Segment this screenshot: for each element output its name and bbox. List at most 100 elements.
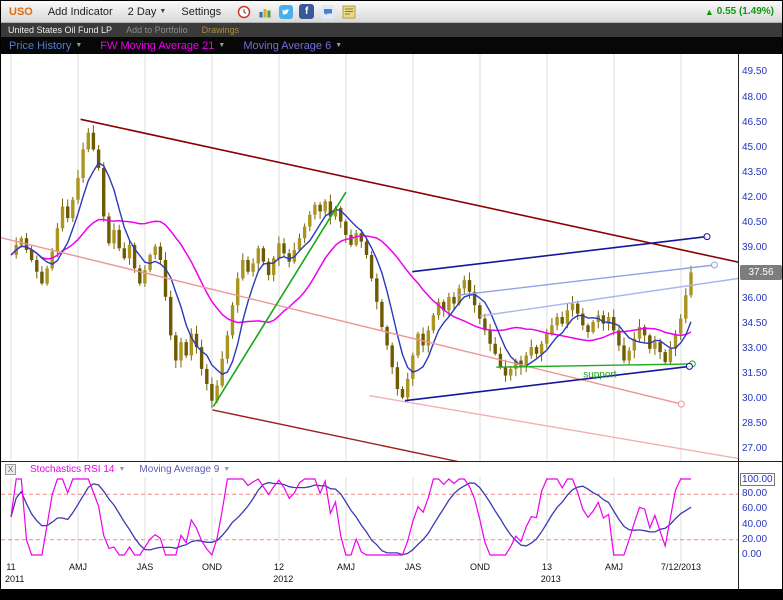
candle-body <box>354 233 358 245</box>
candle-body <box>565 310 570 324</box>
candle-body <box>122 248 126 259</box>
x-axis-label: 7/12/2013 <box>660 562 701 572</box>
fan-line-lightblue-1[interactable] <box>457 264 715 296</box>
chat-icon[interactable] <box>320 4 335 19</box>
channel-mid-pink-line[interactable] <box>1 234 682 405</box>
period-dropdown[interactable]: 2 Day ▼ <box>128 6 167 18</box>
candle-body <box>127 244 132 259</box>
trendline-blue-lower-handle[interactable] <box>685 362 693 370</box>
trendline-blue-lower[interactable] <box>404 365 690 402</box>
add-indicator-button[interactable]: Add Indicator <box>47 5 113 18</box>
channel-top-line[interactable] <box>80 118 738 271</box>
channel-bottom-red-line[interactable] <box>212 409 591 461</box>
ma21-dropdown[interactable]: FW Moving Average 21 ▼ <box>100 40 225 52</box>
stoch-axis-label: 40.00 <box>742 518 768 530</box>
candle-body <box>406 378 410 398</box>
price-axis-label: 28.50 <box>742 418 768 430</box>
candle-body <box>35 260 39 272</box>
bar-chart-icon[interactable] <box>257 4 272 19</box>
alarm-icon[interactable] <box>236 4 251 19</box>
chevron-down-icon: ▼ <box>335 42 343 49</box>
candle-body <box>591 322 595 332</box>
stoch-axis-label: 0.00 <box>742 549 762 560</box>
fan-line-lightblue-2[interactable] <box>479 274 738 317</box>
candle-body <box>514 360 518 369</box>
candle-body <box>91 132 96 150</box>
candle-body <box>576 303 580 314</box>
candle-body <box>148 255 152 271</box>
twitter-icon[interactable] <box>278 4 293 19</box>
candle-body <box>210 384 214 401</box>
candle-body <box>689 272 693 296</box>
fund-name: United States Oil Fund LP <box>8 25 113 35</box>
candle-body <box>282 243 286 254</box>
candle-body <box>529 347 533 356</box>
ma6-dropdown[interactable]: Moving Average 6 ▼ <box>243 40 342 52</box>
candle-body <box>503 367 508 376</box>
candle-body <box>344 221 348 235</box>
close-icon[interactable]: X <box>5 464 16 475</box>
ma9-dropdown[interactable]: Moving Average 9 ▼ <box>139 464 230 475</box>
candle-body <box>50 251 54 269</box>
resistance-trendline-blue-upper-handle[interactable] <box>703 233 711 241</box>
settings-button[interactable]: Settings <box>181 5 222 18</box>
candle-body <box>102 167 106 217</box>
candle-body <box>395 367 400 389</box>
price-axis-label: 33.00 <box>742 342 768 354</box>
candle-body <box>385 327 389 346</box>
note-icon[interactable] <box>341 4 356 19</box>
x-axis-label: 13 <box>541 562 552 572</box>
candle-body <box>467 280 472 292</box>
candle-body <box>648 335 652 349</box>
candle-body <box>143 270 147 284</box>
candle-body <box>390 345 394 368</box>
candle-body <box>457 288 461 304</box>
candle-body <box>29 250 34 260</box>
candle-body <box>560 317 564 324</box>
stochastics-dropdown[interactable]: Stochastics RSI 14 ▼ <box>30 464 125 475</box>
candle-body <box>447 296 451 311</box>
candle-body <box>297 238 302 250</box>
candle-body <box>642 327 647 336</box>
support-line-green[interactable] <box>496 363 693 368</box>
candle-body <box>117 229 121 249</box>
symbol-label[interactable]: USO <box>9 5 33 18</box>
candle-body <box>668 348 673 363</box>
facebook-icon[interactable] <box>299 4 315 19</box>
resistance-trendline-blue-upper[interactable] <box>412 235 708 273</box>
stochastics-rsi-line <box>10 478 691 557</box>
fan-line-lightblue-1-handle[interactable] <box>710 261 718 269</box>
last-price-badge: 37.56 <box>740 264 782 280</box>
candle-body <box>55 228 60 252</box>
candle-body <box>550 325 554 334</box>
channel-mid-pink-line-handle[interactable] <box>677 400 685 408</box>
add-to-portfolio-button[interactable]: Add to Portfolio <box>126 25 188 35</box>
candle-body <box>86 132 90 150</box>
chevron-down-icon: ▼ <box>159 8 167 15</box>
chevron-down-icon: ▼ <box>223 466 231 473</box>
candle-body <box>519 360 523 368</box>
candle-body <box>400 389 405 398</box>
candle-body <box>272 258 276 275</box>
price-axis-label: 31.50 <box>742 367 768 379</box>
candle-body <box>601 315 606 324</box>
stochastics-chart[interactable] <box>1 477 738 561</box>
price-axis-label: 34.50 <box>742 317 768 329</box>
price-history-label: Price History <box>9 39 72 52</box>
drawings-button[interactable]: Drawings <box>201 25 240 35</box>
x-axis-label: JAS <box>136 562 154 572</box>
candle-body <box>169 296 173 336</box>
candle-body <box>509 368 513 376</box>
candle-body <box>45 268 49 284</box>
candle-body <box>302 226 307 239</box>
rally-trendline-green[interactable] <box>212 191 347 408</box>
candle-body <box>586 325 590 332</box>
price-axis-label: 36.00 <box>742 292 768 304</box>
change-text: 0.55 (1.49%) <box>716 6 774 17</box>
x-axis-label: AMJ <box>336 562 355 572</box>
channel-lower-pink-line[interactable] <box>369 395 739 461</box>
price-chart[interactable]: support <box>1 54 738 461</box>
chevron-down-icon: ▼ <box>118 466 126 473</box>
price-history-dropdown[interactable]: Price History ▼ <box>9 40 82 52</box>
